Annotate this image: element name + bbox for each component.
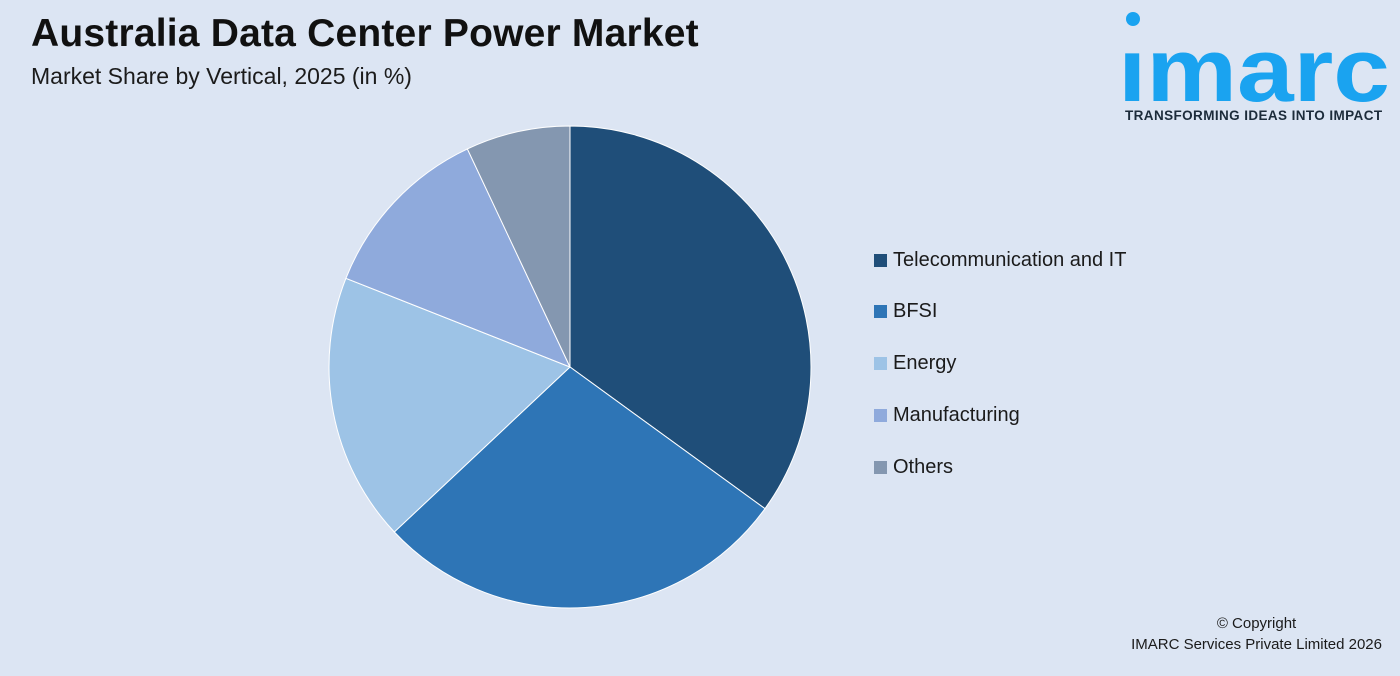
pie-slice-manufacturing [345, 148, 571, 368]
imarc-logo: ımarc TRANSFORMING IDEAS INTO IMPACT [1118, 10, 1390, 128]
logo-wordmark-text: ımarc [1118, 21, 1390, 106]
chart-legend: Telecommunication and IT BFSI Energy Manufa… [874, 247, 1126, 506]
legend-label: Energy [893, 352, 957, 375]
legend-label: Telecommunication and IT [893, 248, 1127, 271]
legend-swatch [874, 408, 887, 422]
chart-title: Australia Data Center Power Market [31, 12, 699, 55]
legend-label: Manufacturing [893, 403, 1020, 426]
pie-slice-energy [328, 277, 571, 533]
chart-subtitle: Market Share by Vertical, 2025 (in %) [31, 63, 412, 89]
pie-slice-telecommunication-and-it [569, 125, 812, 510]
copyright-notice: © Copyright IMARC Services Private Limit… [1131, 613, 1382, 655]
legend-item: BFSI [874, 299, 1126, 325]
legend-item: Others [874, 454, 1126, 480]
legend-swatch [874, 253, 887, 267]
legend-swatch [874, 357, 887, 371]
pie-slice-others [466, 125, 571, 368]
copyright-line-2: IMARC Services Private Limited 2026 [1131, 636, 1382, 653]
logo-dot [1126, 12, 1140, 26]
copyright-line-1: © Copyright [1216, 615, 1297, 632]
legend-item: Energy [874, 351, 1126, 377]
legend-swatch [874, 305, 887, 319]
imarc-wordmark: ımarc [1118, 12, 1390, 106]
legend-label: Others [893, 455, 954, 478]
legend-item: Telecommunication and IT [874, 247, 1126, 273]
legend-item: Manufacturing [874, 402, 1126, 428]
legend-swatch [874, 460, 887, 474]
legend-label: BFSI [893, 300, 938, 323]
pie-slice-bfsi [393, 366, 766, 609]
logo-tagline: TRANSFORMING IDEAS INTO IMPACT [1125, 108, 1383, 123]
